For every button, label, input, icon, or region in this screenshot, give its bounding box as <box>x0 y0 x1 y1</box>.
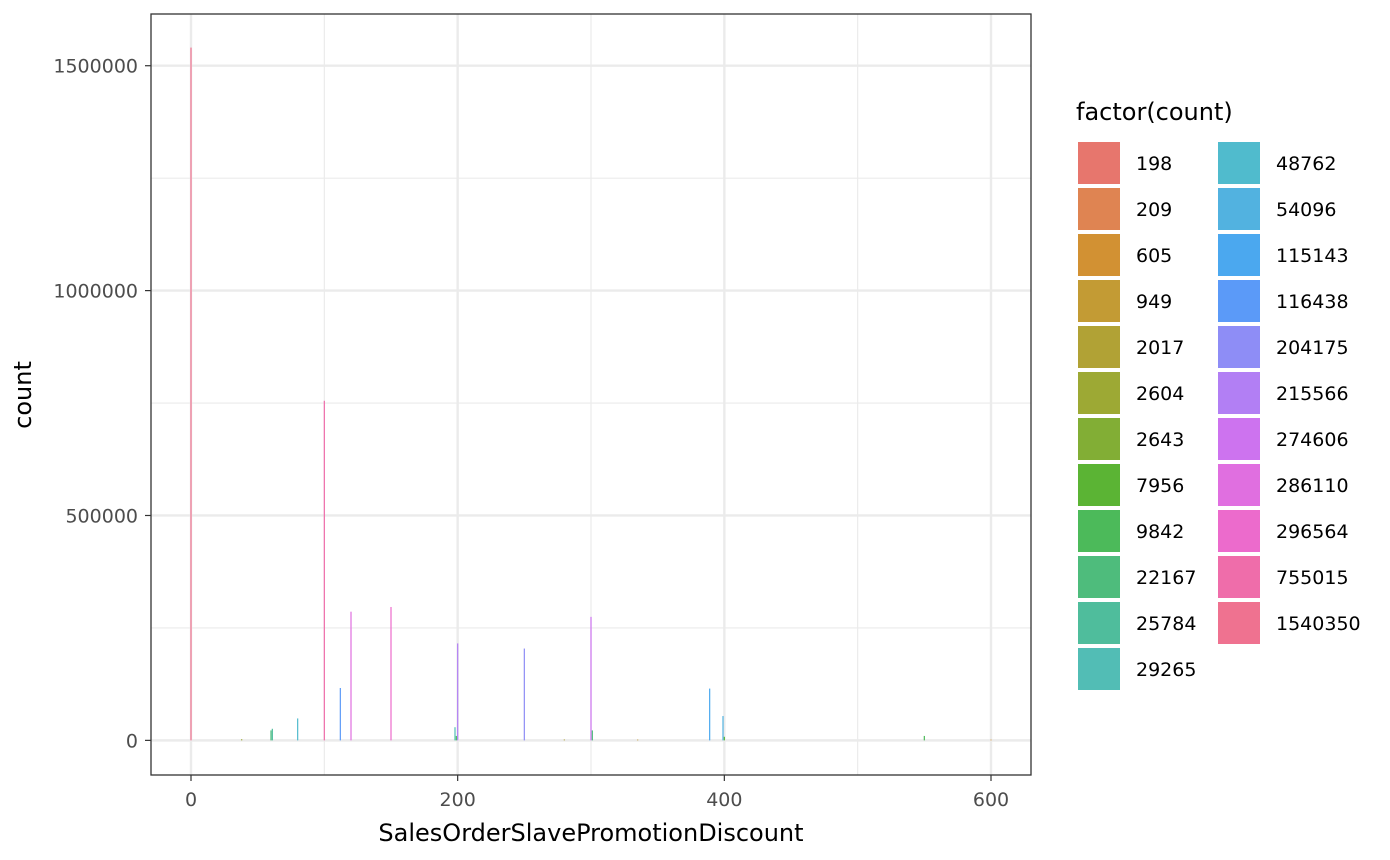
legend-label: 296564 <box>1276 521 1349 543</box>
legend: factor(count) 198 209 605 949 2017 2604 2643 79… <box>1076 98 1361 690</box>
bar <box>923 735 925 741</box>
x-tick-label: 600 <box>973 789 1009 811</box>
legend-label: 605 <box>1136 245 1172 267</box>
legend-key <box>1078 234 1120 276</box>
legend-key <box>1218 464 1260 506</box>
x-tick-label: 400 <box>706 789 742 811</box>
legend-label: 198 <box>1136 153 1172 175</box>
bar <box>271 728 273 741</box>
legend-key <box>1218 602 1260 644</box>
bar <box>455 735 457 741</box>
legend-key <box>1218 188 1260 230</box>
legend-label: 215566 <box>1276 383 1349 405</box>
legend-key <box>1078 142 1120 184</box>
bar <box>323 400 325 741</box>
legend-title: factor(count) <box>1076 98 1233 126</box>
legend-label: 286110 <box>1276 475 1349 497</box>
bar <box>590 616 592 741</box>
legend-key <box>1218 326 1260 368</box>
legend-label: 1540350 <box>1276 613 1361 635</box>
x-axis-title: SalesOrderSlavePromotionDiscount <box>378 819 803 847</box>
y-axis: 0 500000 1000000 1500000 <box>53 56 151 752</box>
y-tick-label: 0 <box>126 730 138 752</box>
bar <box>190 47 192 741</box>
legend-label: 7956 <box>1136 475 1184 497</box>
bar <box>297 718 299 741</box>
bar <box>457 643 459 741</box>
bar <box>390 606 392 741</box>
bar <box>241 739 243 741</box>
bar <box>990 739 992 741</box>
bar <box>454 727 456 741</box>
legend-label: 115143 <box>1276 245 1349 267</box>
y-tick-label: 500000 <box>65 505 138 527</box>
x-axis: 0 200 400 600 <box>185 775 1009 811</box>
bar <box>339 687 341 741</box>
legend-key <box>1078 188 1120 230</box>
y-tick-label: 1500000 <box>53 56 138 78</box>
bars-layer <box>190 47 992 741</box>
plot-panel-border <box>150 13 1032 776</box>
legend-key <box>1078 602 1120 644</box>
bar <box>722 716 724 741</box>
legend-label: 274606 <box>1276 429 1349 451</box>
legend-key <box>1218 372 1260 414</box>
x-tick-label: 0 <box>185 789 197 811</box>
bar <box>723 736 725 741</box>
legend-label: 2017 <box>1136 337 1184 359</box>
legend-label: 54096 <box>1276 199 1336 221</box>
legend-label: 755015 <box>1276 567 1349 589</box>
legend-key <box>1078 648 1120 690</box>
legend-label: 25784 <box>1136 613 1196 635</box>
legend-label: 204175 <box>1276 337 1349 359</box>
bar <box>709 688 711 741</box>
bar <box>270 730 272 741</box>
legend-key <box>1078 418 1120 460</box>
legend-label: 209 <box>1136 199 1172 221</box>
legend-key <box>1218 234 1260 276</box>
y-axis-title: count <box>9 361 37 429</box>
legend-label: 116438 <box>1276 291 1349 313</box>
legend-key <box>1218 510 1260 552</box>
legend-label: 48762 <box>1276 153 1336 175</box>
legend-key <box>1218 556 1260 598</box>
legend-label: 2643 <box>1136 429 1184 451</box>
bar <box>350 611 352 741</box>
legend-items: 198 209 605 949 2017 2604 2643 7956 9842 22167 257… <box>1078 142 1361 690</box>
legend-key <box>1078 372 1120 414</box>
bar <box>523 648 525 741</box>
legend-label: 949 <box>1136 291 1172 313</box>
legend-key <box>1218 418 1260 460</box>
x-tick-label: 200 <box>440 789 476 811</box>
legend-key <box>1078 464 1120 506</box>
legend-label: 9842 <box>1136 521 1184 543</box>
legend-key <box>1078 326 1120 368</box>
bar <box>563 739 565 741</box>
legend-key <box>1078 280 1120 322</box>
legend-key <box>1218 280 1260 322</box>
legend-key <box>1078 556 1120 598</box>
legend-key <box>1078 510 1120 552</box>
y-tick-label: 1000000 <box>53 281 138 303</box>
legend-key <box>1218 142 1260 184</box>
bar <box>591 730 593 741</box>
legend-label: 22167 <box>1136 567 1196 589</box>
legend-label: 2604 <box>1136 383 1184 405</box>
legend-label: 29265 <box>1136 659 1196 681</box>
bar <box>637 739 639 741</box>
